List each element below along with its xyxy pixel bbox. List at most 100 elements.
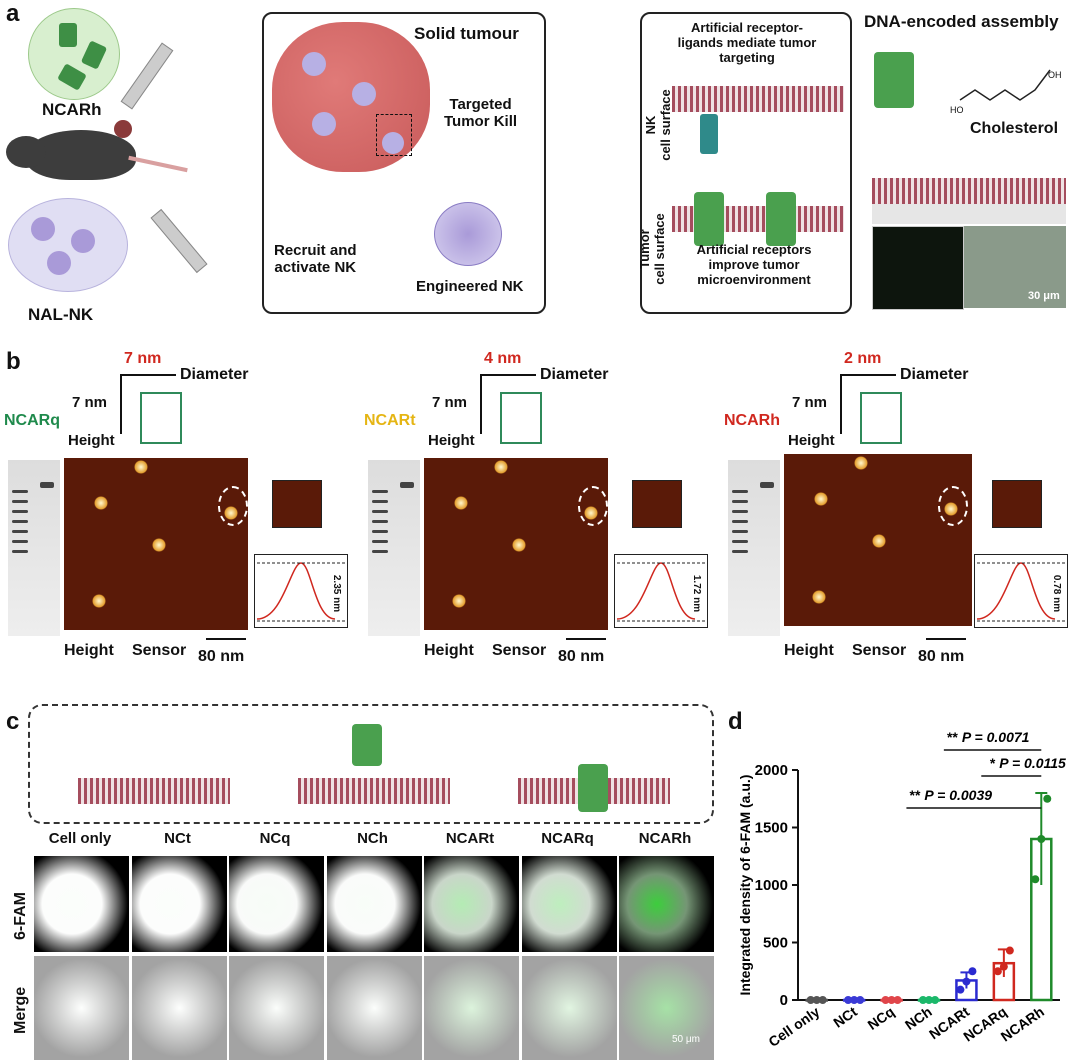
particle bbox=[494, 460, 508, 474]
prism-illustration bbox=[140, 392, 182, 444]
oh-label: OH bbox=[1048, 70, 1062, 80]
insertion-membrane bbox=[872, 178, 1066, 204]
data-point bbox=[856, 996, 865, 1004]
data-point bbox=[1031, 875, 1040, 884]
particle bbox=[454, 496, 468, 510]
column-label: NCARt bbox=[445, 830, 495, 847]
highlight-ring bbox=[218, 486, 248, 526]
gel-band bbox=[732, 510, 748, 513]
scale-bar bbox=[206, 638, 246, 640]
data-point bbox=[999, 962, 1008, 971]
receptor-ligands-label: Artificial receptor- ligands mediate tum… bbox=[677, 20, 817, 65]
y-tick-label: 1000 bbox=[755, 877, 788, 894]
receptor-illustration bbox=[766, 192, 796, 246]
data-point bbox=[806, 996, 815, 1004]
data-point bbox=[1005, 946, 1014, 955]
targeted-kill-label: Targeted Tumor Kill bbox=[444, 96, 518, 130]
gel-band bbox=[732, 500, 748, 503]
y-tick-label: 1500 bbox=[755, 820, 788, 837]
gel-band bbox=[400, 482, 414, 488]
axis-x-label: Diameter bbox=[180, 366, 249, 383]
fluorescence-image bbox=[326, 856, 422, 952]
significance-stars: ** bbox=[910, 787, 921, 803]
data-point bbox=[881, 996, 890, 1004]
bottom-left-label: Height bbox=[424, 642, 474, 659]
prism-illustration bbox=[860, 392, 902, 444]
merge-image bbox=[131, 956, 227, 1060]
cholesterol-structure bbox=[950, 50, 1060, 110]
gel-band bbox=[732, 540, 748, 543]
height-profile-inset bbox=[614, 554, 708, 628]
data-point bbox=[962, 977, 971, 986]
afm-image bbox=[64, 458, 248, 630]
panel-label-a: a bbox=[6, 0, 20, 27]
axis-line bbox=[480, 374, 482, 434]
particle bbox=[94, 496, 108, 510]
particle bbox=[134, 460, 148, 474]
afm-zoom-inset bbox=[632, 480, 682, 528]
p-value-label: P = 0.0115 bbox=[999, 755, 1066, 771]
row-label: 6-FAM bbox=[12, 892, 29, 940]
significance-stars: * bbox=[990, 755, 996, 771]
profile-value: 0.78 nm bbox=[1051, 574, 1063, 613]
y-axis-label: Integrated density of 6-FAM (a.u.) bbox=[737, 775, 753, 996]
fluorescence-image bbox=[521, 856, 617, 952]
x-tick-label: NCARh bbox=[998, 1003, 1047, 1044]
scale-bar-label: 30 μm bbox=[1028, 290, 1060, 302]
gel-band bbox=[372, 500, 388, 503]
y-tick-label: 2000 bbox=[755, 762, 788, 779]
syringe-icon bbox=[120, 42, 174, 110]
cholesterol-label: Cholesterol bbox=[970, 120, 1059, 137]
solid-tumour-label: Solid tumour bbox=[414, 24, 519, 43]
merge-image bbox=[326, 956, 422, 1060]
scale-label: 80 nm bbox=[918, 648, 965, 665]
afm-zoom-inset bbox=[272, 480, 322, 528]
data-point bbox=[893, 996, 902, 1004]
column-label: Cell only bbox=[48, 830, 112, 847]
profile-value: 1.72 nm bbox=[691, 574, 703, 613]
dna-assembly-label: DNA-encoded assembly bbox=[864, 12, 1059, 31]
structure-name: NCARh bbox=[724, 412, 780, 429]
highlight-ring bbox=[578, 486, 608, 526]
axis-line bbox=[480, 374, 536, 376]
merge-image bbox=[424, 956, 519, 1060]
axis-line bbox=[120, 374, 176, 376]
data-point bbox=[818, 996, 827, 1004]
gel-band bbox=[732, 490, 748, 493]
nanopore-illustration bbox=[874, 52, 914, 108]
particle bbox=[152, 538, 166, 552]
bottom-mid-label: Sensor bbox=[852, 642, 907, 659]
particle bbox=[512, 538, 526, 552]
column-label: NCq bbox=[259, 830, 291, 847]
profile-value: 2.35 nm bbox=[331, 574, 343, 613]
height-profile-inset bbox=[254, 554, 348, 628]
gel-band bbox=[732, 550, 748, 553]
height-value-label: 7 nm bbox=[432, 394, 468, 411]
gel-lane bbox=[368, 460, 420, 636]
gel-band bbox=[12, 530, 28, 533]
gel-band bbox=[40, 482, 54, 488]
receptor-illustration bbox=[694, 192, 724, 246]
row-label: Merge bbox=[12, 986, 29, 1034]
p-value-label: P = 0.0039 bbox=[924, 787, 992, 803]
gel-band bbox=[12, 510, 28, 513]
scale-bar-label: 50 μm bbox=[672, 1034, 700, 1045]
gel-band bbox=[12, 550, 28, 553]
membrane-mechanism-box: Artificial receptor- ligands mediate tum… bbox=[637, 12, 852, 314]
y-tick-label: 0 bbox=[780, 992, 788, 1009]
afm-image bbox=[424, 458, 608, 630]
particle bbox=[812, 590, 826, 604]
membrane-schematic-box bbox=[28, 704, 714, 824]
structure-name: NCARt bbox=[364, 412, 416, 429]
engineered-nk-cell bbox=[434, 202, 502, 266]
gap-label: 4 nm bbox=[484, 350, 522, 367]
gel-band bbox=[372, 550, 388, 553]
receptors-improve-label: Artificial receptors improve tumor micro… bbox=[696, 242, 812, 287]
fluorescence-image bbox=[34, 856, 129, 952]
gel-band bbox=[12, 540, 28, 543]
data-point bbox=[844, 996, 853, 1004]
afm-image bbox=[784, 454, 972, 626]
nalnk-label: NAL-NK bbox=[28, 305, 94, 324]
bottom-left-label: Height bbox=[784, 642, 834, 659]
